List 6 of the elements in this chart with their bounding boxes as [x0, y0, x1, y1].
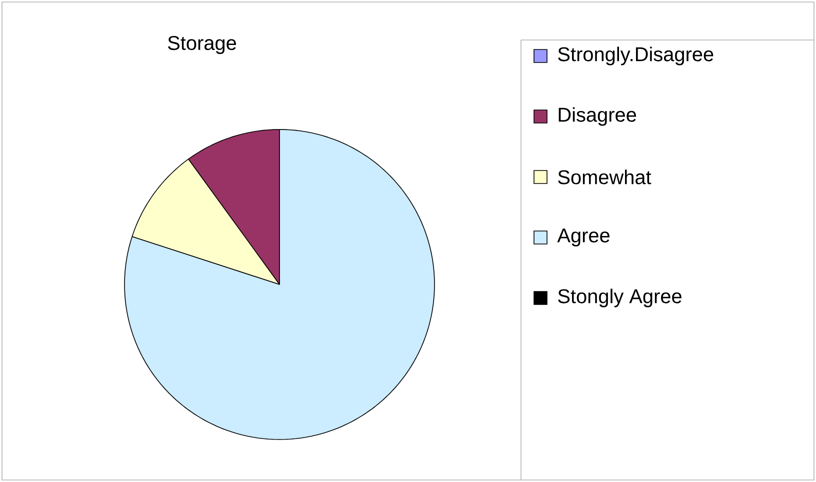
chart-title: Storage — [168, 36, 236, 54]
legend-label: Somewhat — [558, 170, 652, 184]
legend-label: Stongly Agree — [558, 288, 682, 308]
legend-label: Agree — [557, 228, 610, 246]
legend-label: Disagree — [558, 107, 636, 126]
legend-label: Strongly.Disagree — [558, 46, 714, 66]
